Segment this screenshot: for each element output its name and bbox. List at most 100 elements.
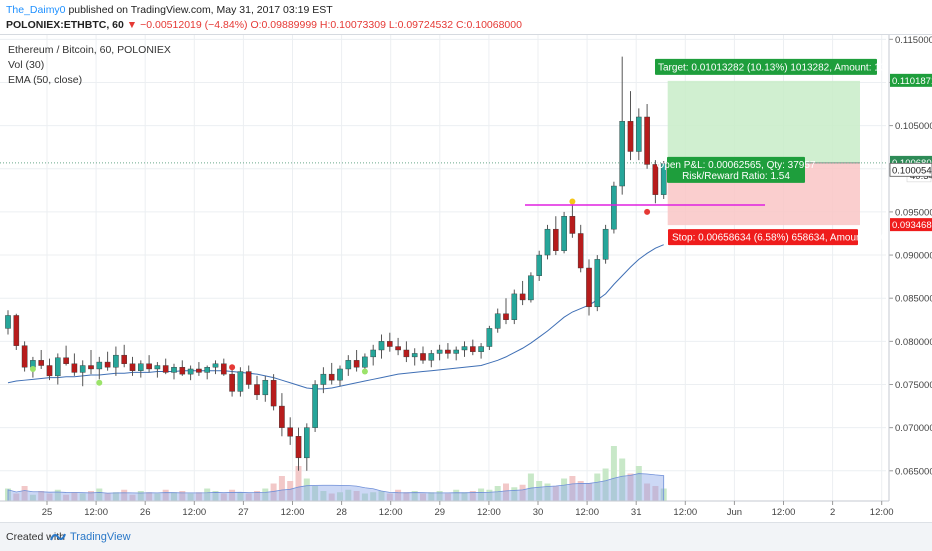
volume-bar xyxy=(96,488,103,501)
candle-body xyxy=(154,365,161,370)
volume-bar xyxy=(610,446,617,501)
candle-body xyxy=(602,228,609,260)
pnl-label: Open P&L: 0.00062565, Qty: 37957 xyxy=(656,160,815,171)
candle-body xyxy=(171,367,177,373)
footer: Created with TradingView xyxy=(0,522,932,551)
vol-legend[interactable]: Vol (30) xyxy=(8,59,45,71)
author-link[interactable]: The_Daimy0 xyxy=(6,4,66,16)
candle-body xyxy=(403,349,410,358)
candle-body xyxy=(237,371,244,392)
candle-body xyxy=(453,349,460,354)
volume-bar xyxy=(162,489,169,501)
volume-bar xyxy=(494,486,501,501)
signal-dot xyxy=(569,198,576,205)
volume-bar xyxy=(229,489,236,501)
target-label-box: Target: 0.01013282 (10.13%) 1013282, Amo… xyxy=(655,58,911,75)
candle-body xyxy=(594,259,601,308)
tradingview-brand[interactable]: TradingView xyxy=(50,527,131,547)
volume-bar xyxy=(320,491,327,501)
target-zone[interactable] xyxy=(667,80,860,163)
candle-body xyxy=(220,363,227,375)
stop-label-box: Stop: 0.00658634 (6.58%) 658634, Amount:… xyxy=(668,229,887,246)
candles xyxy=(5,56,667,471)
candle-body xyxy=(279,405,285,428)
target-label: Target: 0.01013282 (10.13%) 1013282, Amo… xyxy=(658,62,911,73)
volume-bar xyxy=(395,489,402,501)
candle-body xyxy=(179,367,186,375)
volume-bar xyxy=(503,483,509,501)
x-tick-label: 12:00 xyxy=(281,507,305,518)
volume-bar xyxy=(121,489,128,501)
volume-bar xyxy=(104,493,111,501)
x-tick-label: 2 xyxy=(830,507,835,518)
volume-bar xyxy=(278,476,285,501)
x-tick-label: 29 xyxy=(435,507,446,518)
candle-body xyxy=(88,365,94,370)
volume-bar xyxy=(287,481,294,501)
long-position-tool[interactable] xyxy=(667,80,860,226)
candle-body xyxy=(519,293,526,301)
x-tick-label: 12:00 xyxy=(477,507,501,518)
candle-body xyxy=(79,365,86,373)
candle-body xyxy=(561,216,567,251)
volume-bar xyxy=(220,493,227,501)
volume-bar xyxy=(461,492,468,501)
candle-body xyxy=(55,357,61,377)
candle-body xyxy=(370,349,377,358)
x-tick-label: Jun xyxy=(727,507,742,518)
y-tick-label: 0.08000000 xyxy=(895,337,932,348)
candle-body xyxy=(528,275,534,301)
candle-body xyxy=(362,356,368,368)
x-tick-label: 30 xyxy=(533,507,544,518)
volume-bar xyxy=(88,491,94,501)
x-tick-label: 12:00 xyxy=(182,507,206,518)
time-axis[interactable]: 25 12:00 26 12:00 27 12:00 28 12:00 29 12:00 30 12:… xyxy=(0,500,894,518)
price-axis[interactable]: 0.115000000.110000000.105000000.10000000… xyxy=(888,35,932,501)
volume-bar xyxy=(527,473,534,501)
volume-bar xyxy=(146,492,153,501)
pnl-label-box: Open P&L: 0.00062565, Qty: 37957 Risk/Re… xyxy=(656,156,816,183)
x-tick-label: 12:00 xyxy=(379,507,403,518)
volume-bar xyxy=(511,487,518,501)
candle-body xyxy=(353,360,360,368)
volume-bar xyxy=(552,486,559,501)
volume-bar xyxy=(154,493,161,501)
candle-body xyxy=(660,163,667,195)
candle-body xyxy=(21,345,28,368)
volume-bar xyxy=(644,483,651,501)
x-tick-label: 27 xyxy=(238,507,249,518)
tradingview-brand-label: TradingView xyxy=(70,531,131,543)
ema-legend[interactable]: EMA (50, close) xyxy=(8,74,83,86)
volume-bar xyxy=(13,493,20,501)
stop-price-badge: 0.09346801 xyxy=(892,220,932,231)
candle-body xyxy=(295,436,302,459)
volume-bar xyxy=(436,491,443,501)
axis-badges: 0.11018717 0.10068000 40:34 0.10005435 0… xyxy=(889,73,932,232)
volume-bar xyxy=(411,491,418,501)
candle-body xyxy=(536,254,542,276)
candle-body xyxy=(611,185,617,230)
volume-bar xyxy=(586,483,592,501)
candle-body xyxy=(470,346,476,352)
candle-body xyxy=(304,427,310,459)
volume-bar xyxy=(54,489,61,501)
volume-bar xyxy=(204,488,211,501)
volume-bar xyxy=(420,493,426,501)
down-arrow-icon: ▼ xyxy=(126,19,138,31)
volume-bars xyxy=(5,446,667,502)
y-tick-label: 0.10500000 xyxy=(895,121,932,132)
x-tick-label: 12:00 xyxy=(673,507,697,518)
volume-bar xyxy=(453,489,460,501)
created-with-label: Created with xyxy=(6,531,65,543)
x-tick-label: 12:00 xyxy=(772,507,796,518)
ohlc-values: O:0.09889999 H:0.10073309 L:0.09724532 C… xyxy=(250,19,522,31)
volume-bar xyxy=(245,493,252,501)
volume-bar xyxy=(262,488,269,501)
stop-badge-bg xyxy=(890,218,932,232)
price-chart[interactable]: Target: 0.01013282 (10.13%) 1013282, Amo… xyxy=(0,35,932,522)
candle-body xyxy=(494,313,501,329)
entry-badge-bg xyxy=(889,162,932,177)
ema-line xyxy=(7,244,664,390)
volume-bar xyxy=(627,473,634,501)
candle-body xyxy=(63,357,69,364)
